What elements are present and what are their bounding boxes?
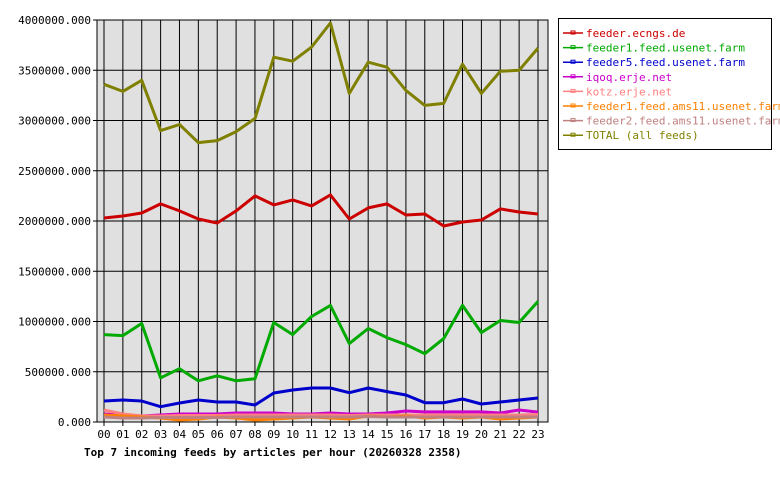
x-tick-label: 09 — [267, 428, 280, 441]
legend-entry: TOTAL (all feeds) — [586, 129, 699, 142]
x-tick-label: 08 — [248, 428, 261, 441]
legend-entry: iqoq.erje.net — [586, 71, 672, 84]
legend-entry: feeder5.feed.usenet.farm — [586, 56, 745, 69]
x-tick-label: 21 — [494, 428, 507, 441]
x-tick-label: 22 — [513, 428, 526, 441]
x-tick-label: 19 — [456, 428, 469, 441]
x-tick-label: 12 — [324, 428, 337, 441]
x-tick-label: 16 — [399, 428, 412, 441]
x-tick-label: 14 — [362, 428, 376, 441]
x-tick-label: 01 — [116, 428, 129, 441]
y-tick-label: 2500000.000 — [18, 165, 91, 178]
x-tick-label: 15 — [380, 428, 393, 441]
y-tick-label: 1500000.000 — [18, 265, 91, 278]
x-tick-label: 06 — [211, 428, 224, 441]
x-tick-label: 00 — [97, 428, 110, 441]
x-tick-label: 10 — [286, 428, 299, 441]
legend-entry: feeder1.feed.ams11.usenet.farm — [586, 100, 780, 113]
y-axis: 0.000 500000.000 1000000.000 1500000.000 200… — [18, 14, 97, 429]
x-tick-label: 13 — [343, 428, 356, 441]
y-tick-label: 0.000 — [58, 416, 91, 429]
x-tick-label: 07 — [229, 428, 242, 441]
chart-title: Top 7 incoming feeds by articles per hou… — [84, 446, 462, 459]
x-tick-label: 02 — [135, 428, 148, 441]
legend-entry: feeder.ecngs.de — [586, 27, 685, 40]
y-tick-label: 3000000.000 — [18, 115, 91, 128]
x-tick-label: 20 — [475, 428, 488, 441]
y-tick-label: 2000000.000 — [18, 215, 91, 228]
x-tick-label: 18 — [437, 428, 450, 441]
legend: feeder.ecngs.defeeder1.feed.usenet.farmf… — [559, 19, 780, 150]
y-tick-label: 500000.000 — [25, 366, 91, 379]
x-tick-label: 05 — [192, 428, 205, 441]
y-tick-label: 4000000.000 — [18, 14, 91, 27]
legend-entry: feeder1.feed.usenet.farm — [586, 42, 745, 55]
y-tick-label: 3500000.000 — [18, 64, 91, 77]
x-tick-label: 03 — [154, 428, 167, 441]
series-line-6 — [104, 417, 538, 419]
x-axis: 00 01 02 03 04 05 06 07 08 09 10 11 12 13 14 15 16 17 18 19… — [97, 428, 544, 441]
legend-entry: feeder2.feed.ams11.usenet.farm — [586, 115, 780, 128]
x-tick-label: 17 — [418, 428, 431, 441]
legend-entry: kotz.erje.net — [586, 85, 672, 98]
x-tick-label: 23 — [531, 428, 544, 441]
y-tick-label: 1000000.000 — [18, 316, 91, 329]
x-tick-label: 11 — [305, 428, 318, 441]
x-tick-label: 04 — [173, 428, 187, 441]
